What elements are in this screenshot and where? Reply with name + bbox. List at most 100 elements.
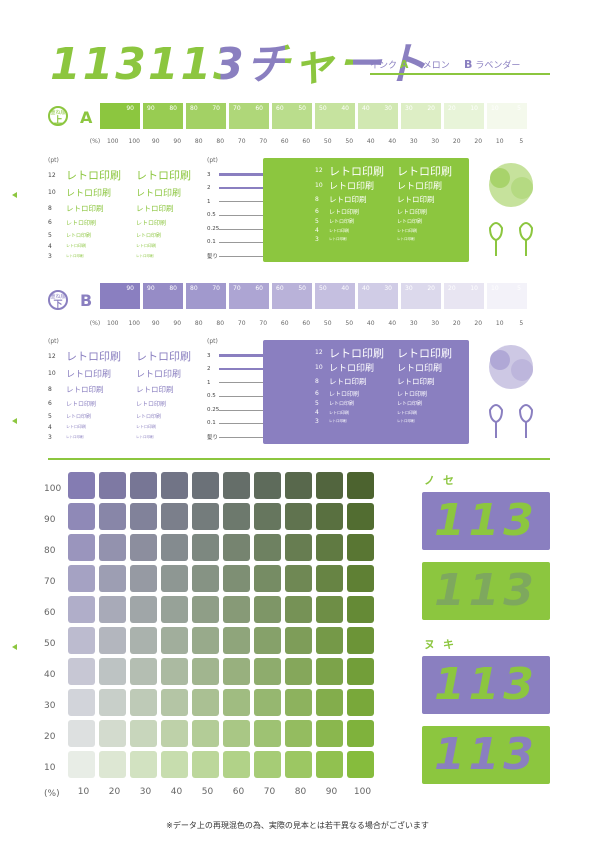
grid-cell	[254, 472, 281, 499]
sample-text: レトロ印刷	[329, 409, 349, 415]
pt-size: 3	[48, 252, 52, 260]
swatch-label: 50	[298, 285, 306, 292]
percent-label: 90	[151, 320, 160, 327]
line-unit-b: (pt)	[207, 338, 218, 345]
type-sample-row: 4 レトロ印刷 レトロ印刷	[48, 422, 206, 432]
grid-cell	[130, 627, 157, 654]
grid-y-label: 100	[44, 484, 62, 494]
grid-row	[68, 472, 378, 499]
percent-label: 80	[216, 138, 225, 145]
line-weight-label: 髪り	[207, 253, 219, 260]
grid-x-label: 100	[353, 787, 372, 797]
swatch-label: 80	[190, 285, 198, 292]
tint-swatch: 90 80	[143, 103, 183, 129]
grid-cell	[161, 534, 188, 561]
type-sample-row: 4 レトロ印刷 レトロ印刷	[315, 227, 469, 236]
pt-size: 4	[48, 423, 52, 431]
nose-panel-green: 113	[422, 562, 550, 620]
grid-cell	[130, 596, 157, 623]
sample-text: レトロ印刷	[136, 385, 174, 394]
page-title: 113113チャート	[50, 28, 429, 92]
pt-size: 5	[48, 412, 52, 420]
grid-cell	[316, 720, 343, 747]
nuki-panel-green: 113	[422, 726, 550, 784]
tint-swatch: 40 30	[358, 283, 398, 309]
line-weight-label: 0.25	[207, 406, 220, 413]
tint-swatch: 10 5	[487, 283, 527, 309]
type-sample-row: 12 レトロ印刷 レトロ印刷	[48, 347, 206, 365]
pt-size: 12	[315, 349, 323, 357]
swatch-label: 90	[147, 285, 155, 292]
grid-cell	[223, 503, 250, 530]
type-sample-row: 5 レトロ印刷 レトロ印刷	[48, 229, 206, 241]
grid-y-labels: 100 90 80 70 60 50 40 30 20 10	[44, 474, 61, 784]
tint-swatch: 40 30	[358, 103, 398, 129]
sample-text: レトロ印刷	[329, 401, 355, 408]
percent-label: 100	[128, 320, 140, 327]
tint-swatch: 70 60	[229, 283, 269, 309]
divider	[48, 458, 550, 460]
grid-cell	[130, 534, 157, 561]
grid-cell	[347, 689, 374, 716]
percent-label: 30	[431, 320, 440, 327]
percent-label: 5	[519, 320, 524, 327]
swatch-label: 70	[233, 285, 241, 292]
percent-label: 40	[366, 320, 375, 327]
sample-text: レトロ印刷	[136, 220, 167, 227]
type-sample-row: 10 レトロ印刷 レトロ印刷	[48, 184, 206, 201]
footnote: ※データ上の再現混色の為、実際の見本とは若干異なる場合がございます	[166, 821, 429, 830]
pt-size: 8	[315, 377, 319, 385]
grid-x-unit: (%)	[44, 789, 60, 799]
pt-size: 4	[315, 227, 319, 235]
grid-cell	[285, 565, 312, 592]
grid-cell	[285, 596, 312, 623]
grid-cell	[285, 472, 312, 499]
sample-text: レトロ印刷	[136, 370, 182, 380]
grid-row	[68, 751, 378, 778]
sample-text: レトロ印刷	[66, 169, 121, 182]
tint-swatch: 80 70	[186, 103, 226, 129]
pt-size: 10	[48, 370, 56, 377]
grid-x-label: 70	[263, 787, 276, 797]
sample-text: レトロ印刷	[329, 236, 347, 241]
sample-text: レトロ印刷	[397, 390, 428, 398]
pt-size: 12	[315, 167, 323, 175]
grid-cell	[223, 658, 250, 685]
type-sample-row: 8 レトロ印刷 レトロ印刷	[315, 193, 469, 206]
percent-label: 90	[173, 138, 182, 145]
grid-row	[68, 565, 378, 592]
percent-label: 90	[151, 138, 160, 145]
grid-row	[68, 534, 378, 561]
section-b-header: 重ね順 下	[48, 290, 68, 310]
type-sample-row: 12 レトロ印刷 レトロ印刷	[48, 166, 206, 184]
pt-size: 6	[48, 400, 52, 407]
type-sample-row: 5 レトロ印刷 レトロ印刷	[48, 410, 206, 422]
margin-marker-icon	[12, 192, 17, 198]
grid-cell	[254, 658, 281, 685]
tint-swatch: 10 5	[487, 103, 527, 129]
line-weight-row: 0.5	[207, 209, 314, 223]
grid-cell	[285, 751, 312, 778]
tint-swatch: 20 10	[444, 103, 484, 129]
sample-text: レトロ印刷	[397, 208, 428, 216]
line-weight-row: 0.25	[207, 403, 314, 417]
grid-x-label: 90	[325, 787, 338, 797]
grid-row	[68, 658, 378, 685]
grid-cell	[161, 627, 188, 654]
swatch-label: 50	[319, 105, 327, 112]
line-weight-row: 0.1	[207, 417, 314, 431]
percent-label: 20	[452, 320, 461, 327]
line-weight-label: 1	[207, 379, 211, 386]
grid-cell	[68, 534, 95, 561]
grid-cell	[254, 720, 281, 747]
type-sample-row: 12 レトロ印刷 レトロ印刷	[315, 163, 469, 178]
percent-label: 40	[366, 138, 375, 145]
type-sample-row: 6 レトロ印刷 レトロ印刷	[315, 387, 469, 398]
flower-image-b	[478, 342, 544, 442]
grid-cell	[254, 751, 281, 778]
type-sample-row: 5 レトロ印刷 レトロ印刷	[315, 399, 469, 409]
layer-order-badge: 重ね順 上	[48, 106, 68, 126]
grid-cell	[68, 472, 95, 499]
layer-order-badge: 重ね順 下	[48, 290, 68, 310]
type-sample-row: 6 レトロ印刷 レトロ印刷	[315, 205, 469, 216]
